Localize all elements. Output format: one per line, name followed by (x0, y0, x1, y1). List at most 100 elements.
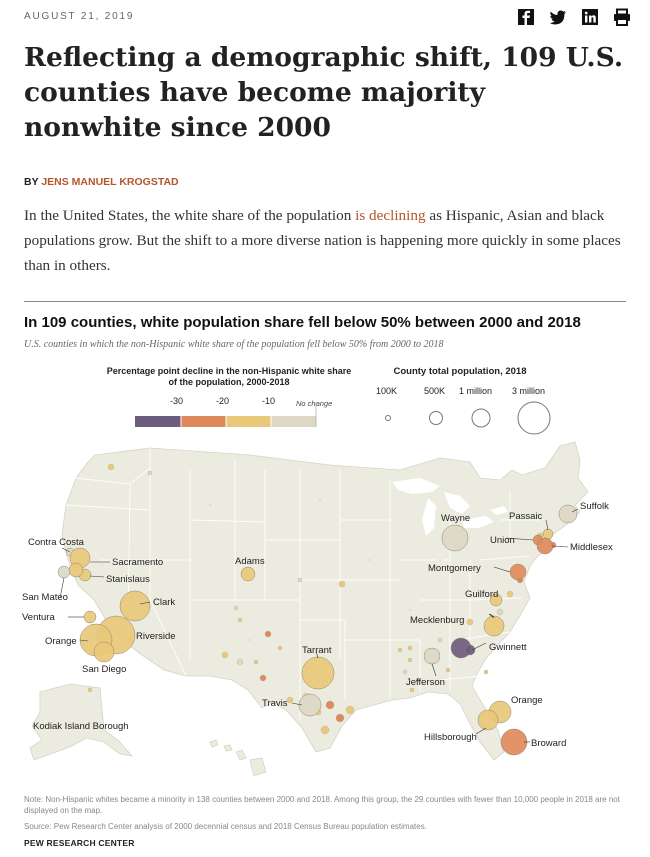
label-san-mateo: San Mateo (22, 592, 68, 603)
linkedin-icon[interactable] (580, 7, 600, 27)
us-county-map: Contra Costa Sacramento Stanislaus San M… (22, 441, 613, 777)
color-legend-title: Percentage point decline in the non-Hisp… (106, 366, 352, 387)
county-suffolk (558, 504, 578, 524)
author-link[interactable]: JENS MANUEL KROGSTAD (41, 176, 179, 188)
county-travis (298, 693, 322, 717)
county-marker (338, 580, 346, 588)
county-sacramento-small (68, 562, 84, 578)
label-ventura: Ventura (22, 612, 55, 623)
legend-tick-30: -30 (170, 396, 184, 406)
hawaii-shape (209, 739, 267, 777)
county-jefferson (423, 647, 441, 665)
county-clark (119, 590, 151, 622)
lede-text-end: as Hispanic, Asian and black populations… (24, 207, 621, 274)
county-marker (233, 605, 239, 611)
size-legend-label-3m: 3 million (512, 386, 546, 396)
county-ventura (83, 610, 97, 624)
label-hillsborough: Hillsborough (424, 732, 477, 743)
legend-swatch-yellow (226, 416, 271, 427)
county-marker (147, 470, 153, 476)
county-texture (119, 499, 441, 641)
declining-link[interactable]: is declining (355, 207, 426, 224)
county-marker (107, 463, 115, 471)
section-divider (24, 301, 626, 302)
legend-tick-20: -20 (216, 396, 230, 406)
lede-paragraph: In the United States, the white share of… (24, 203, 628, 278)
share-toolbar (516, 7, 632, 27)
state-borders (65, 448, 540, 720)
county-marker (407, 657, 413, 663)
label-orange-fl: Orange (511, 695, 543, 706)
label-kodiak: Kodiak Island Borough (33, 721, 129, 732)
county-marker (253, 659, 259, 665)
label-montgomery: Montgomery (428, 563, 481, 574)
county-san-mateo (57, 565, 71, 579)
label-orange-ca: Orange (45, 636, 77, 647)
county-tarrant (301, 656, 335, 690)
legend-no-change: No change (296, 399, 333, 408)
county-marker (236, 658, 244, 666)
twitter-icon[interactable] (548, 7, 568, 27)
label-mecklenburg: Mecklenburg (410, 615, 464, 626)
legend-swatch-grey (271, 416, 316, 427)
label-san-diego: San Diego (82, 664, 126, 675)
county-marker (325, 700, 335, 710)
label-clark: Clark (153, 597, 175, 608)
county-marker (87, 687, 93, 693)
footnote: Note: Non-Hispanic whites became a minor… (24, 795, 620, 815)
label-guilford: Guilford (465, 589, 498, 600)
county-marker (277, 645, 283, 651)
county-marker (466, 618, 474, 626)
label-riverside: Riverside (136, 631, 176, 642)
map-title: In 109 counties, white population share … (24, 314, 581, 331)
county-marker (506, 590, 514, 598)
county-marker (286, 696, 294, 704)
county-marker (259, 674, 267, 682)
map-subtitle: U.S. counties in which the non-Hispanic … (24, 339, 444, 350)
facebook-icon[interactable] (516, 7, 536, 27)
size-legend-1m (471, 408, 491, 428)
county-san-diego (93, 641, 115, 663)
county-marker (345, 705, 355, 715)
byline-prefix: BY (24, 176, 39, 188)
county-marker (320, 725, 330, 735)
size-legend-label-100k: 100K (376, 386, 398, 396)
size-legend-label-500k: 500K (424, 386, 446, 396)
county-hillsborough (477, 709, 499, 731)
legend-swatch-purple (135, 416, 181, 427)
label-union: Union (490, 535, 515, 546)
byline: BY JENS MANUEL KROGSTAD (24, 176, 179, 188)
label-travis: Travis (262, 698, 288, 709)
map-labels: Contra Costa Sacramento Stanislaus San M… (22, 501, 613, 749)
county-marker (409, 687, 415, 693)
county-marker (237, 617, 243, 623)
publish-date: AUGUST 21, 2019 (24, 11, 135, 22)
size-legend-title: County total population, 2018 (393, 366, 527, 377)
county-marker (402, 669, 408, 675)
label-gwinnett: Gwinnett (489, 642, 527, 653)
named-county-markers (57, 504, 578, 756)
label-adams: Adams (235, 556, 265, 567)
size-legend-100k (385, 415, 391, 421)
print-icon[interactable] (612, 7, 632, 27)
label-jefferson: Jefferson (406, 677, 445, 688)
alaska-shape (29, 683, 134, 761)
size-legend-500k (429, 411, 443, 425)
county-marker (397, 647, 403, 653)
label-broward: Broward (531, 738, 566, 749)
label-sacramento: Sacramento (112, 557, 163, 568)
county-marker (407, 645, 413, 651)
county-marker (221, 651, 229, 659)
pew-credit: PEW RESEARCH CENTER (24, 838, 135, 848)
county-mecklenburg (483, 615, 505, 637)
county-broward (500, 728, 528, 756)
label-suffolk: Suffolk (580, 501, 609, 512)
county-marker (437, 637, 443, 643)
label-contra-costa: Contra Costa (28, 537, 85, 548)
great-lakes (392, 478, 508, 536)
county-marker (415, 677, 421, 683)
county-passaic (542, 528, 554, 540)
label-wayne: Wayne (441, 513, 470, 524)
label-tarrant: Tarrant (302, 645, 332, 656)
county-marker (297, 577, 303, 583)
